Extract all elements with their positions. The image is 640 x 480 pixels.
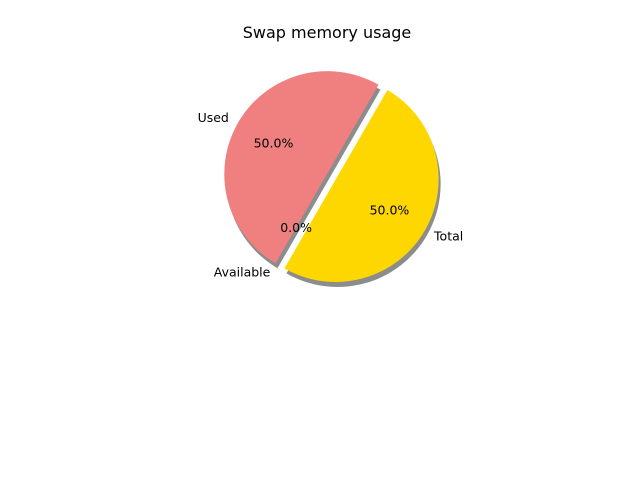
slice-label-available: Available: [214, 265, 271, 280]
pie-slice-total: [284, 89, 439, 282]
pie-slice-used: [224, 71, 379, 264]
pct-label-total: 50.0%: [370, 203, 410, 218]
pct-label-used: 50.0%: [254, 136, 294, 151]
pie-label-layer: Used 50.0% Available 0.0% Total 50.0%: [198, 110, 464, 280]
slice-label-used: Used: [198, 110, 229, 125]
chart-title: Swap memory usage: [243, 23, 412, 42]
pct-label-available: 0.0%: [280, 220, 312, 235]
slice-label-total: Total: [433, 228, 463, 243]
pie-slice-layer: [224, 71, 439, 282]
